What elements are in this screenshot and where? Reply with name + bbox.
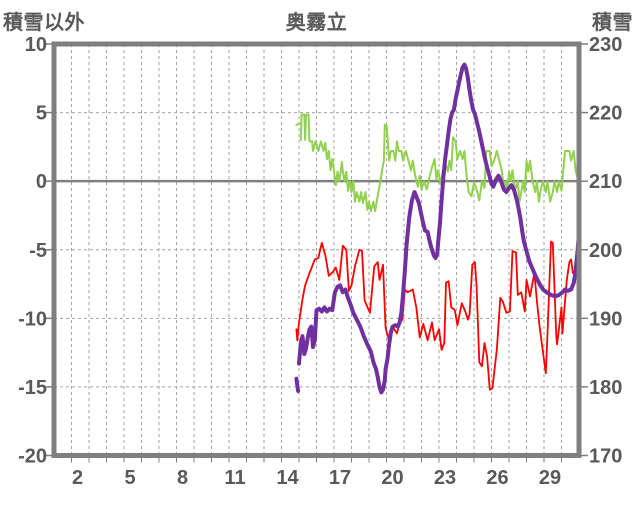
right-axis-label: 220 [589, 103, 622, 125]
x-axis-label: 14 [276, 467, 299, 489]
x-axis-label: 5 [124, 467, 135, 489]
station-title: 奥霧立 [285, 12, 348, 34]
right-axis-label: 210 [589, 171, 622, 193]
x-axis-label: 8 [177, 467, 188, 489]
left-axis-title: 積雪以外 [3, 12, 85, 34]
series-snow-depth-green [295, 122, 301, 126]
right-axis-label: 180 [589, 377, 622, 399]
right-axis-title: 積雪 [592, 12, 633, 34]
series-snow-depth-green [299, 113, 580, 213]
x-axis-label: 20 [381, 467, 403, 489]
left-axis-label: 5 [36, 103, 47, 125]
plot-frame [51, 41, 582, 458]
left-axis-label: -10 [18, 308, 47, 330]
x-axis-label: 23 [434, 467, 456, 489]
left-axis-label: -15 [18, 377, 47, 399]
left-axis-label: 0 [36, 171, 47, 193]
right-axis-label: 190 [589, 308, 622, 330]
x-axis-label: 17 [329, 467, 351, 489]
right-axis-label: 200 [589, 240, 622, 262]
series-thick-purple [294, 376, 301, 393]
left-axis-label: 10 [25, 34, 47, 56]
x-axis-label: 2 [72, 467, 83, 489]
series-thick-purple [297, 62, 581, 395]
left-axis-label: -20 [18, 446, 47, 468]
left-axis-label: -5 [29, 240, 47, 262]
x-axis-label: 26 [486, 467, 508, 489]
right-axis-label: 170 [589, 446, 622, 468]
x-axis-label: 29 [539, 467, 561, 489]
x-axis-label: 11 [224, 467, 245, 489]
right-axis-label: 230 [589, 34, 622, 56]
